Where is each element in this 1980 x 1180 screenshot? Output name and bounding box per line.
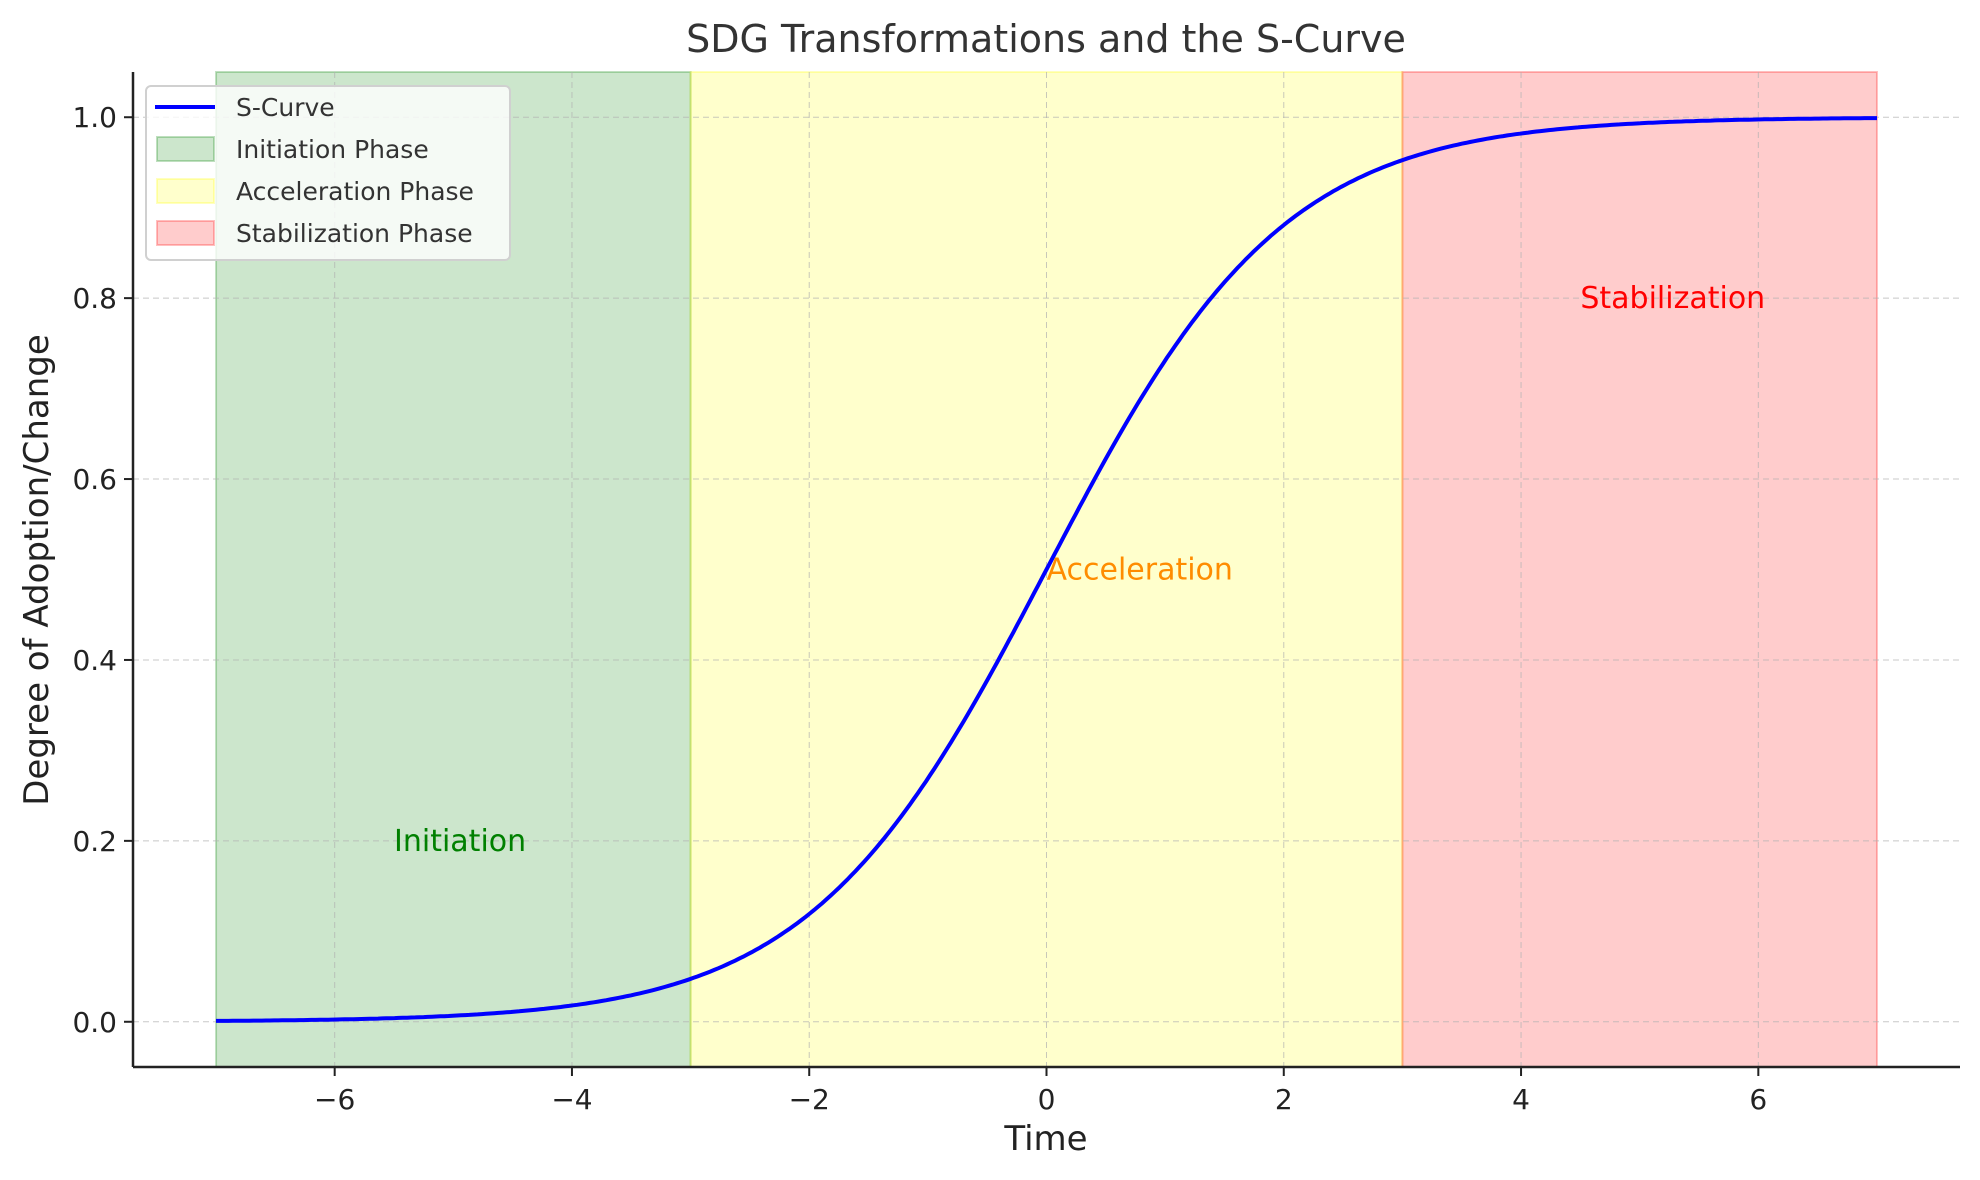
annotation-stabilization: Stabilization [1580,281,1765,316]
y-tick-label: 0.8 [72,282,117,315]
legend-label: Acceleration Phase [236,177,474,206]
legend-label: S-Curve [236,93,335,122]
y-tick-label: 1.0 [72,101,117,134]
x-tick-label: −2 [789,1083,830,1116]
s-curve-line [216,116,1877,1023]
annotation-initiation: Initiation [394,824,526,859]
x-tick-label: −4 [551,1083,592,1116]
x-tick-label: 4 [1512,1083,1530,1116]
x-tick-label: 2 [1275,1083,1293,1116]
legend-patch-swatch [156,178,215,204]
legend-label: Stabilization Phase [236,219,473,248]
phase-span-2 [1401,71,1878,1068]
x-axis-label: Time [1003,1119,1087,1159]
legend-patch-swatch [156,220,215,246]
x-tick-label: 6 [1749,1083,1767,1116]
annotation-acceleration: Acceleration [1047,553,1233,588]
x-tick-label: 0 [1038,1083,1056,1116]
y-axis-label: Degree of Adoption/Change [17,334,57,806]
y-tick-label: 0.0 [72,1006,117,1039]
y-tick-label: 0.2 [72,825,117,858]
x-tick-label: −6 [314,1083,355,1116]
legend-box [145,85,511,261]
legend-label: Initiation Phase [236,135,429,164]
chart-title: SDG Transformations and the S-Curve [686,17,1406,61]
y-tick-label: 0.4 [72,644,117,677]
legend-patch-swatch [156,136,215,162]
y-tick-label: 0.6 [72,463,117,496]
